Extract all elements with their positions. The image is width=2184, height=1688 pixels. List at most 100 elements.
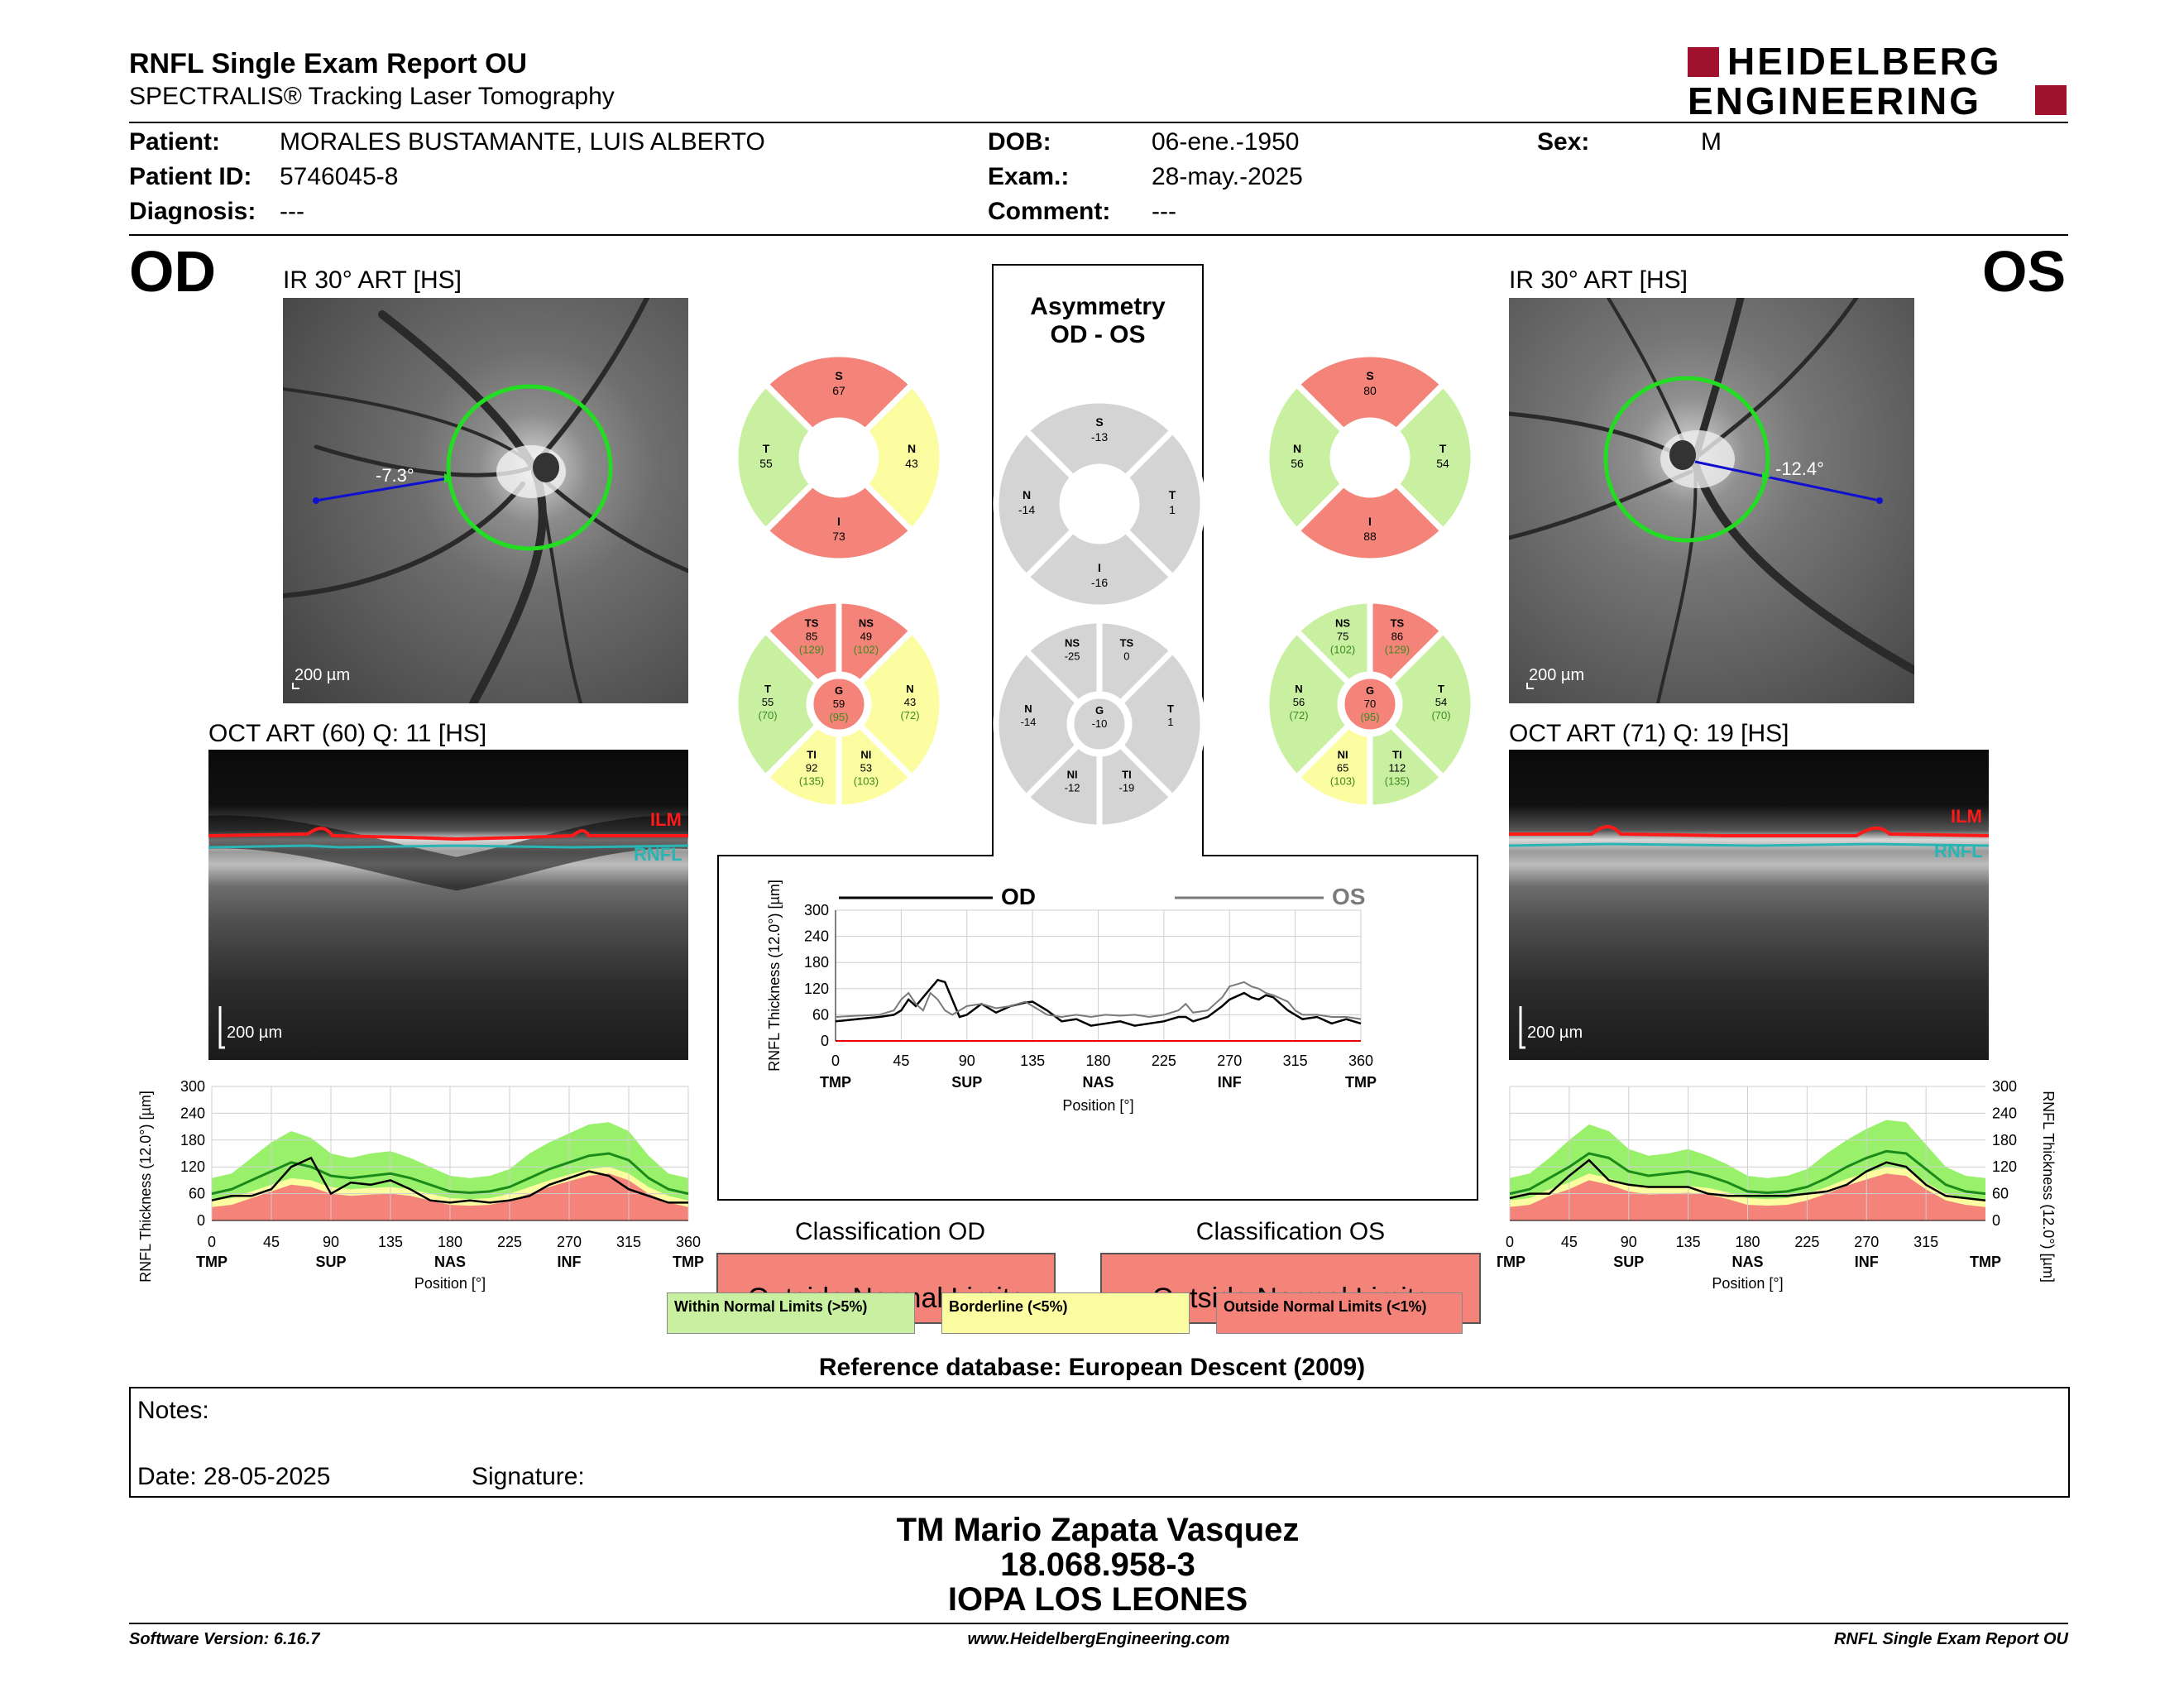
asym-sector-ni-value: -12: [1065, 781, 1080, 794]
od-sector-g-label: G: [835, 684, 843, 697]
od-sector-t: [732, 626, 822, 782]
cmp-ytick: 240: [804, 928, 829, 945]
logo-square-bottom: [2035, 85, 2067, 115]
os-sector-ni: [1292, 721, 1373, 811]
os-scan-circle: [1603, 376, 1770, 543]
os-sector-g-label: G: [1366, 684, 1374, 697]
cmp-sector-label: SUP: [951, 1074, 982, 1091]
os-ytick: 120: [1992, 1158, 2017, 1175]
asym-quad-n-value: -14: [1018, 503, 1035, 516]
asymmetry-title: Asymmetry OD - OS: [993, 293, 1203, 349]
od-sector-ns-normal: (102): [854, 644, 879, 656]
od-quad-i-label: I: [837, 515, 841, 528]
os-angle-line: [1694, 460, 1880, 502]
sex-label: Sex:: [1537, 128, 1590, 156]
od-sector-label: NAS: [434, 1254, 466, 1270]
patient-name: MORALES BUSTAMANTE, LUIS ALBERTO: [280, 128, 765, 156]
os-sector-ns-value: 75: [1337, 631, 1348, 643]
od-sector-n: [855, 626, 946, 782]
logo-square-top: [1688, 47, 1719, 77]
os-ytick: 180: [1992, 1132, 2017, 1149]
cmp-xtick: 0: [831, 1053, 840, 1069]
od-sector-ts-value: 85: [806, 631, 817, 643]
od-xtick: 315: [616, 1234, 641, 1250]
os-sector-ns-label: NS: [1335, 617, 1350, 630]
os-quad-n-value: 56: [1291, 457, 1304, 470]
os-sector-g: [1342, 676, 1398, 732]
os-sector-ti-value: 112: [1389, 761, 1406, 774]
os-quad-t-label: T: [1439, 442, 1447, 455]
os-sector-ts-value: 86: [1391, 631, 1403, 643]
legend-outside-normal: Outside Normal Limits (<1%): [1216, 1292, 1463, 1334]
heidelberg-logo: HEIDELBERG ENGINEERING: [1688, 42, 2068, 120]
od-sector-ti-normal: (135): [799, 774, 824, 787]
cmp-sector-label: NAS: [1082, 1074, 1114, 1091]
os-ytick: 240: [1992, 1105, 2017, 1121]
os-eye-label: OS: [1982, 239, 2067, 304]
od-normal-mean: [211, 1152, 689, 1196]
os-sector-g-normal: (95): [1360, 711, 1379, 723]
cmp-ytick: 120: [804, 981, 829, 997]
asym-sector-ts: [1096, 617, 1177, 707]
os-sector-t: [1387, 626, 1477, 782]
od-sector-n-label: N: [906, 683, 913, 695]
od-xtick: 135: [378, 1234, 403, 1250]
od-sector-ni: [836, 721, 917, 811]
dob-label: DOB:: [988, 128, 1051, 156]
asym-sector-ti: [1096, 741, 1177, 831]
asym-sector-ti-value: -19: [1119, 781, 1135, 794]
od-oct-label: OCT ART (60) Q: 11 [HS]: [208, 720, 487, 747]
cmp-xtick: 270: [1217, 1053, 1242, 1069]
os-rnfl-label: RNFL: [1934, 841, 1983, 861]
signer-institution: IOPA LOS LEONES: [947, 1581, 1248, 1618]
cmp-xtick: 135: [1020, 1053, 1045, 1069]
od-sector-label: TMP: [673, 1254, 704, 1270]
cmp-xtick: 45: [893, 1053, 909, 1069]
os-ytick: 0: [1992, 1212, 2000, 1229]
od-ytick: 120: [180, 1158, 205, 1175]
asym-sector-ts-value: 0: [1123, 650, 1129, 663]
od-sector-ti-value: 92: [806, 761, 817, 774]
asym-sector-ni: [1022, 741, 1103, 831]
os-sector-ni-normal: (103): [1330, 774, 1355, 787]
comment-value: ---: [1152, 198, 1176, 225]
logo-text-1: HEIDELBERG: [1727, 40, 2002, 83]
notes-label: Notes:: [137, 1397, 209, 1424]
od-ytick: 240: [180, 1105, 205, 1121]
od-sector-t-normal: (70): [758, 709, 777, 722]
os-quad-i-label: I: [1368, 515, 1372, 528]
od-quad-t-value: 55: [759, 457, 773, 470]
od-quad-s-label: S: [835, 369, 842, 382]
os-thickness-chart: 0 60 120 180 240 300 0 45 90 135 180 225 270 315 TMP SU…: [1497, 1078, 2057, 1292]
signer-name: TM Mario Zapata Vasquez: [896, 1512, 1300, 1548]
os-xtick: 0: [1506, 1234, 1514, 1250]
asym-quad-t-value: 1: [1169, 503, 1176, 516]
os-sector-g-value: 70: [1364, 698, 1376, 710]
os-xlabel: Position [°]: [1712, 1275, 1783, 1292]
os-quad-n-label: N: [1293, 442, 1301, 455]
od-sector-ni-label: NI: [860, 748, 871, 760]
os-fundus-drawing: -12.4° 200 µm: [1509, 298, 1914, 703]
os-sector-n: [1263, 626, 1353, 782]
os-sector-ni-label: NI: [1338, 748, 1348, 760]
os-oct-scale: 200 µm: [1527, 1024, 1583, 1042]
legend-borderline: Borderline (<5%): [941, 1292, 1190, 1334]
od-sector-ti: [761, 721, 842, 811]
od-sector-ni-normal: (103): [854, 774, 879, 787]
od-oct-drawing: ILM RNFL 200 µm: [208, 809, 688, 1049]
os-sector-label: SUP: [1613, 1254, 1644, 1270]
os-ir-label: IR 30° ART [HS]: [1509, 266, 1688, 294]
od-ir-label: IR 30° ART [HS]: [283, 266, 462, 294]
od-measured-line: [211, 1156, 688, 1204]
asym-sector-t-label: T: [1167, 703, 1174, 715]
notes-box: Notes: Date: 28-05-2025 Signature:: [129, 1387, 2070, 1498]
os-sector-ni-value: 65: [1337, 761, 1348, 774]
asym-sector-n-value: -14: [1021, 716, 1037, 728]
os-sector-n-normal: (72): [1289, 709, 1308, 722]
os-sector-ts-normal: (129): [1385, 644, 1410, 656]
asym-sector-t: [1116, 646, 1206, 802]
asym-sector-ns-label: NS: [1065, 637, 1080, 650]
od-fundus-drawing: -7.3° 200 µm: [283, 298, 688, 703]
od-sector-ts-normal: (129): [799, 644, 824, 656]
od-sector-g-value: 59: [833, 698, 845, 710]
